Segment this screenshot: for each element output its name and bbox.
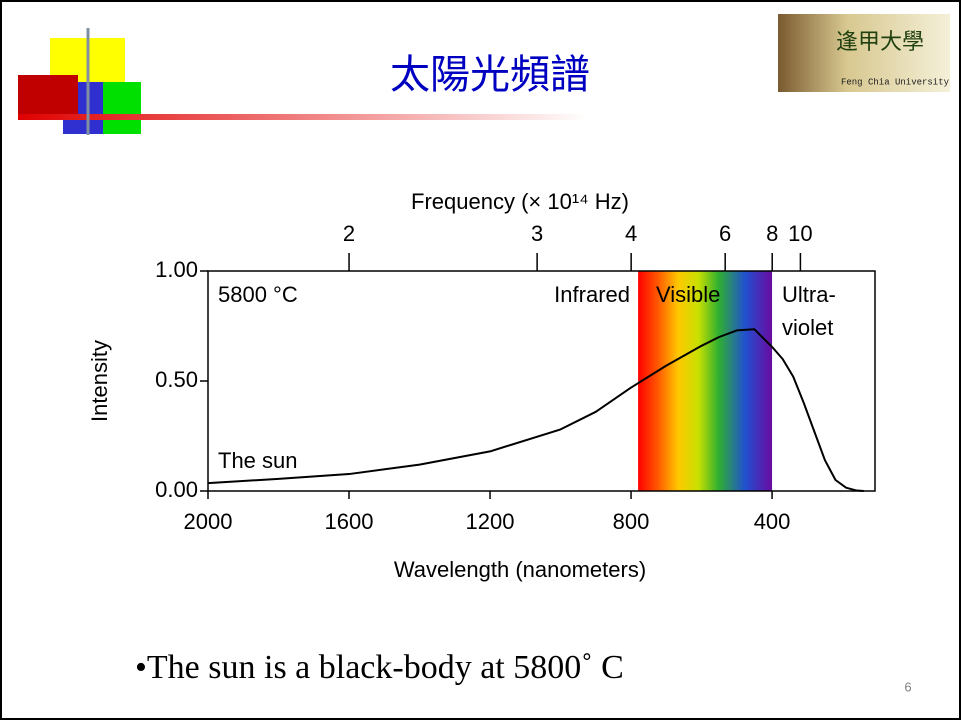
x2-tick-label: 8 — [766, 221, 778, 246]
y-tick-label: 0.50 — [155, 367, 198, 392]
annotation: Infrared — [554, 282, 630, 307]
plot-frame — [208, 271, 875, 491]
slide: 太陽光頻譜 逢甲大學 Feng Chia University •The sun… — [0, 0, 961, 720]
chart: 0.00 0.50 1.00 2000 1600 1200 800 400 2 3 4 6 8 10 Fre… — [87, 189, 875, 582]
annotation: The sun — [218, 448, 298, 473]
logo-text: 逢甲大學 — [836, 29, 924, 54]
x-tick-label: 2000 — [184, 509, 233, 534]
logo-subtext: Feng Chia University — [841, 77, 950, 87]
x-axis-title: Wavelength (nanometers) — [394, 557, 646, 582]
x2-tick-label: 10 — [788, 221, 812, 246]
y-axis-title: Intensity — [87, 340, 112, 422]
x2-axis-title: Frequency (× 10¹⁴ Hz) — [411, 189, 629, 214]
slide-border — [1, 1, 960, 719]
annotation: Visible — [656, 282, 720, 307]
bullet: •The sun is a black-body at 5800˚ C — [135, 649, 624, 686]
x-tick-label: 1600 — [325, 509, 374, 534]
annotation: violet — [782, 315, 833, 340]
annotation: Ultra- — [782, 282, 836, 307]
x2-tick-label: 6 — [719, 221, 731, 246]
slide-title: 太陽光頻譜 — [390, 52, 590, 98]
x2-tick-label: 4 — [625, 221, 637, 246]
x2-tick-label: 3 — [531, 221, 543, 246]
logo: 逢甲大學 Feng Chia University — [778, 14, 950, 92]
x-tick-label: 400 — [754, 509, 791, 534]
y-tick-label: 1.00 — [155, 257, 198, 282]
annotation: 5800 °C — [218, 282, 298, 307]
x-tick-label: 1200 — [466, 509, 515, 534]
x-tick-label: 800 — [613, 509, 650, 534]
page-number: 6 — [904, 679, 911, 694]
x2-tick-label: 2 — [343, 221, 355, 246]
y-tick-label: 0.00 — [155, 477, 198, 502]
